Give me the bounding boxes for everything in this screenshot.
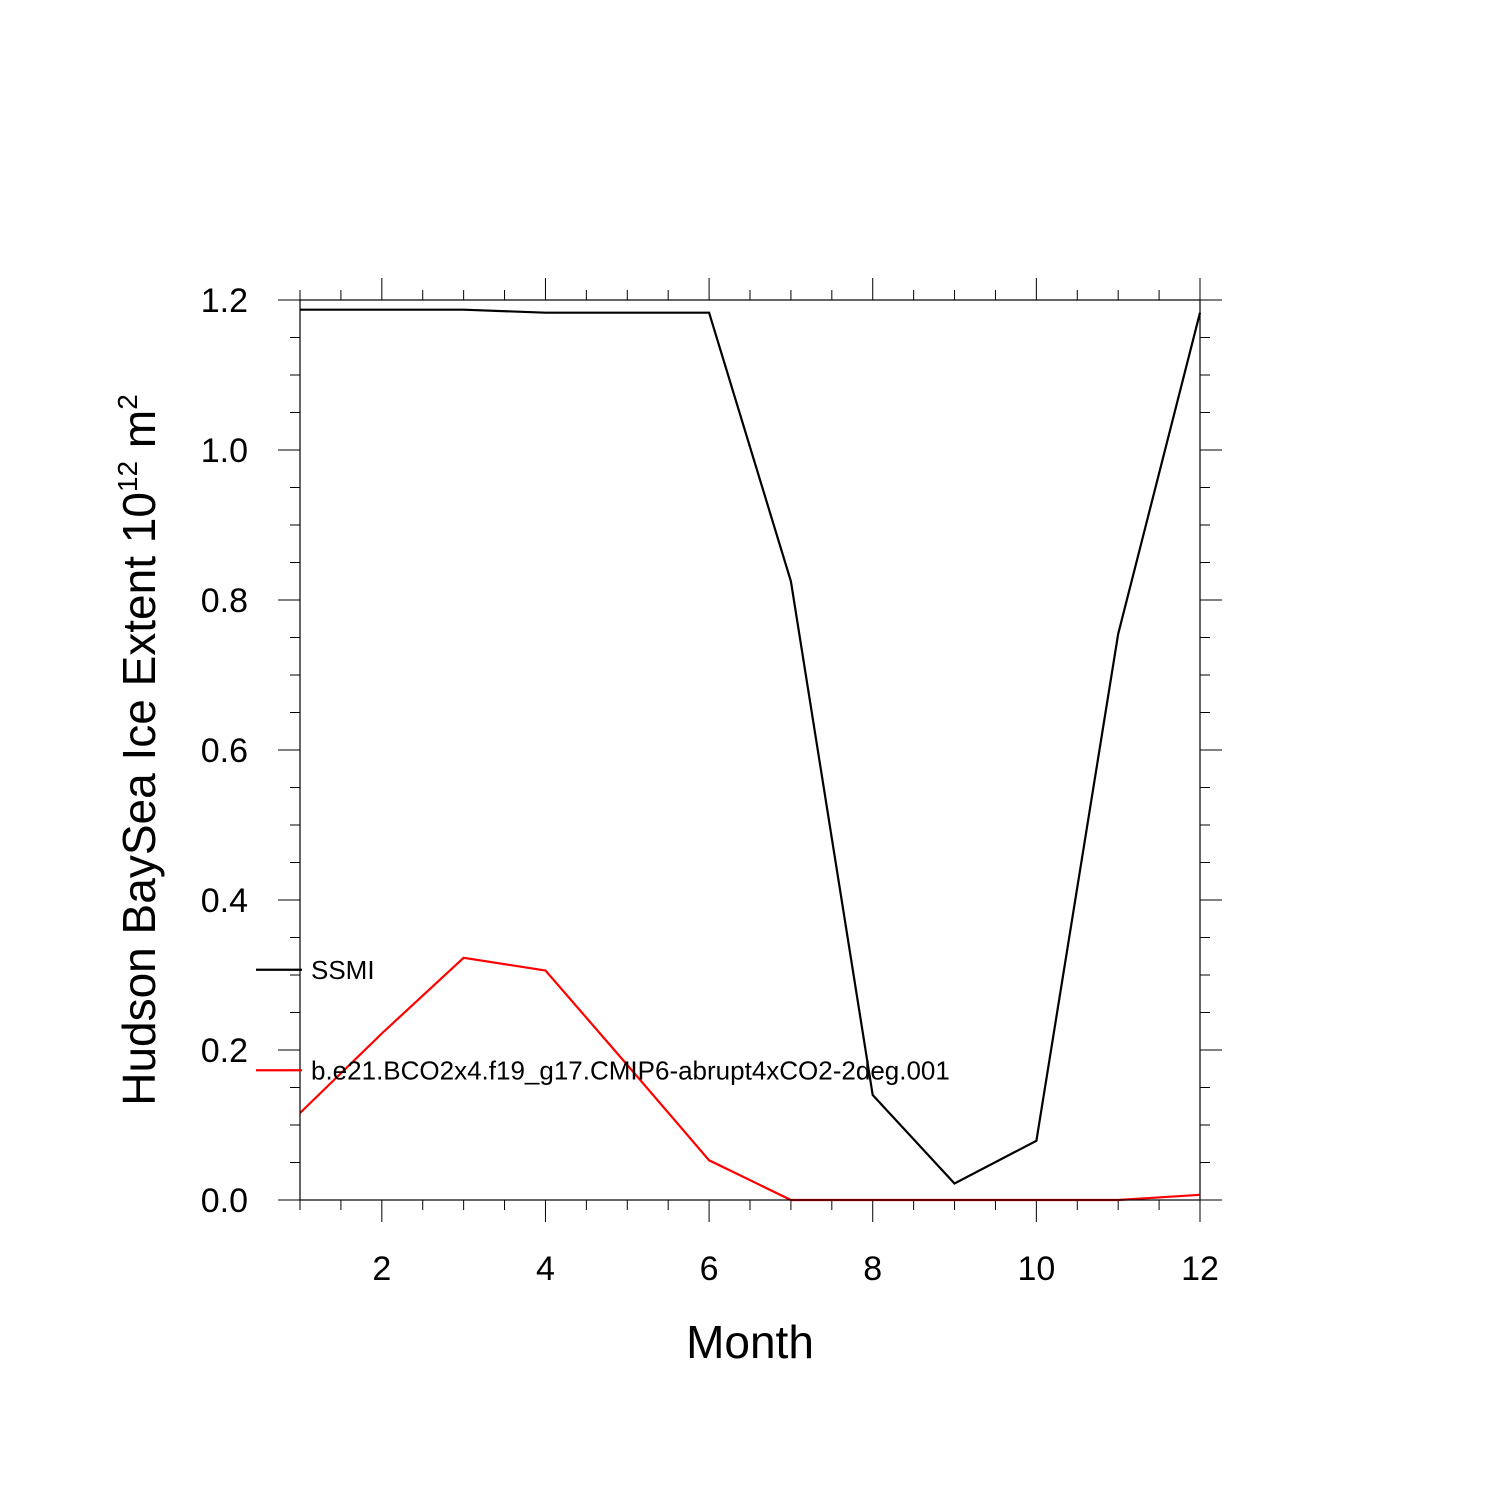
- y-axis-title-prefix: Hudson BaySea Ice Extent 10: [113, 492, 165, 1106]
- x-tick-label: 2: [372, 1250, 391, 1288]
- plot-frame: [299, 299, 1201, 1201]
- y-axis-title-unit-exponent: 2: [112, 394, 143, 410]
- x-tick-label: 12: [1181, 1250, 1219, 1288]
- y-tick-label: 1.0: [201, 432, 248, 470]
- legend-label-1: SSMI: [311, 955, 375, 985]
- axis-ticks: [278, 278, 1222, 1222]
- y-tick-label: 0.2: [201, 1032, 248, 1070]
- x-axis-title: Month: [686, 1316, 814, 1368]
- x-tick-label: 4: [536, 1250, 555, 1288]
- y-axis-title: Hudson BaySea Ice Extent 1012 m2: [112, 394, 165, 1106]
- y-axis-title-exponent: 12: [112, 461, 143, 492]
- y-axis-title-unit: m: [113, 410, 165, 461]
- y-tick-label: 0.6: [201, 732, 248, 770]
- x-tick-labels: 2 4 6 8 10 12: [372, 1250, 1219, 1288]
- x-tick-label: 10: [1017, 1250, 1055, 1288]
- y-tick-labels: 0.0 0.2 0.4 0.6 0.8 1.0 1.2: [201, 282, 248, 1220]
- legend: SSMI b.e21.BCO2x4.f19_g17.CMIP6-abrupt4xC…: [256, 955, 950, 1085]
- x-tick-label: 6: [700, 1250, 719, 1288]
- y-tick-label: 0.4: [201, 882, 248, 920]
- legend-label-2: b.e21.BCO2x4.f19_g17.CMIP6-abrupt4xCO2-2…: [311, 1055, 950, 1085]
- x-tick-label: 8: [863, 1250, 882, 1288]
- y-tick-label: 0.8: [201, 582, 248, 620]
- y-tick-label: 1.2: [201, 282, 248, 320]
- series-line-1: [300, 308, 1202, 1185]
- y-tick-label: 0.0: [201, 1182, 248, 1220]
